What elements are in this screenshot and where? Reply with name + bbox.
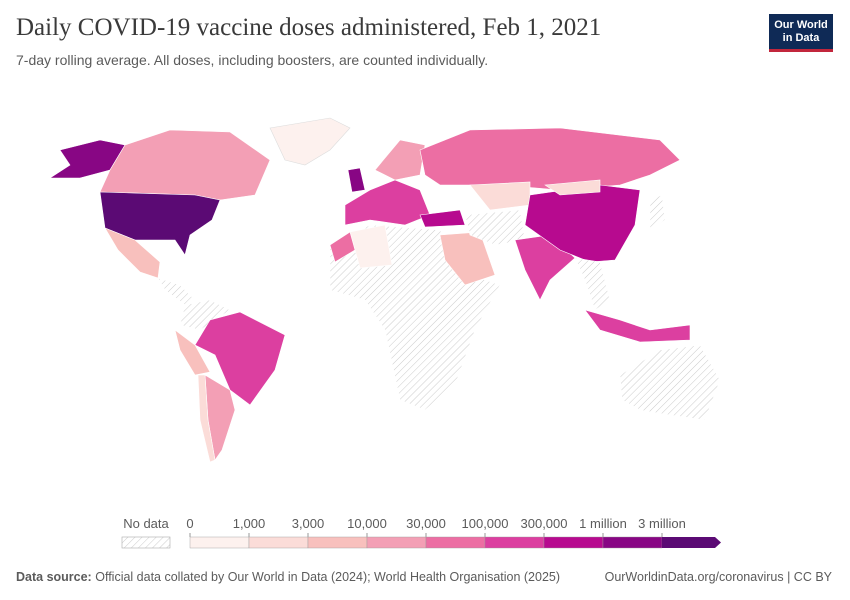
legend-swatch xyxy=(602,536,663,549)
legend-label: 100,000 xyxy=(462,516,509,531)
legend-swatch xyxy=(307,536,368,549)
australia xyxy=(619,344,721,421)
legend-label: 1,000 xyxy=(233,516,266,531)
central-america xyxy=(157,277,196,306)
iran-region xyxy=(464,209,526,246)
logo-line: in Data xyxy=(782,32,820,44)
logo-line: Our World xyxy=(774,19,828,31)
turkey xyxy=(419,209,466,228)
algeria xyxy=(349,224,393,269)
scandinavia xyxy=(374,139,426,181)
map: No data 0 1,000 3,000 10,000 30,000 100,000 30… xyxy=(48,117,721,549)
southeast-asia xyxy=(574,257,611,311)
legend-swatch xyxy=(484,536,545,549)
no-data-swatch xyxy=(121,536,171,549)
peru xyxy=(174,329,211,376)
source: Data source: Official data collated by O… xyxy=(16,570,560,584)
legend-swatch xyxy=(543,536,604,549)
legend-label: 0 xyxy=(186,516,193,531)
chile xyxy=(197,374,216,463)
legend: No data 0 1,000 3,000 10,000 30,000 100,000 30… xyxy=(121,516,721,549)
legend-label: 3,000 xyxy=(292,516,325,531)
logo[interactable]: Our World in Data xyxy=(769,14,833,52)
uk xyxy=(347,167,366,193)
legend-label: 300,000 xyxy=(521,516,568,531)
legend-swatch xyxy=(189,536,250,549)
legend-label: 10,000 xyxy=(347,516,387,531)
russia xyxy=(419,127,681,191)
greenland xyxy=(269,117,351,166)
indonesia xyxy=(584,309,691,343)
subtitle: 7-day rolling average. All doses, includ… xyxy=(16,52,489,68)
legend-swatch xyxy=(662,537,721,548)
japan xyxy=(649,194,666,231)
legend-swatch xyxy=(248,536,309,549)
legend-label: 30,000 xyxy=(406,516,446,531)
brazil xyxy=(194,311,286,406)
alaska xyxy=(48,139,126,179)
title: Daily COVID-19 vaccine doses administere… xyxy=(16,14,602,41)
link[interactable]: OurWorldinData.org/coronavirus | CC BY xyxy=(604,570,832,584)
legend-swatch xyxy=(425,536,486,549)
no-data-label: No data xyxy=(123,516,169,531)
china xyxy=(524,184,641,263)
kazakhstan xyxy=(469,181,531,211)
mongolia xyxy=(544,179,601,196)
legend-swatch xyxy=(366,536,427,549)
morocco xyxy=(329,231,356,263)
legend-label: 3 million xyxy=(638,516,686,531)
canada xyxy=(99,129,271,201)
source-text: Official data collated by Our World in D… xyxy=(95,570,561,584)
source-label: Data source: xyxy=(16,570,92,584)
legend-label: 1 million xyxy=(579,516,627,531)
countries xyxy=(48,117,721,463)
